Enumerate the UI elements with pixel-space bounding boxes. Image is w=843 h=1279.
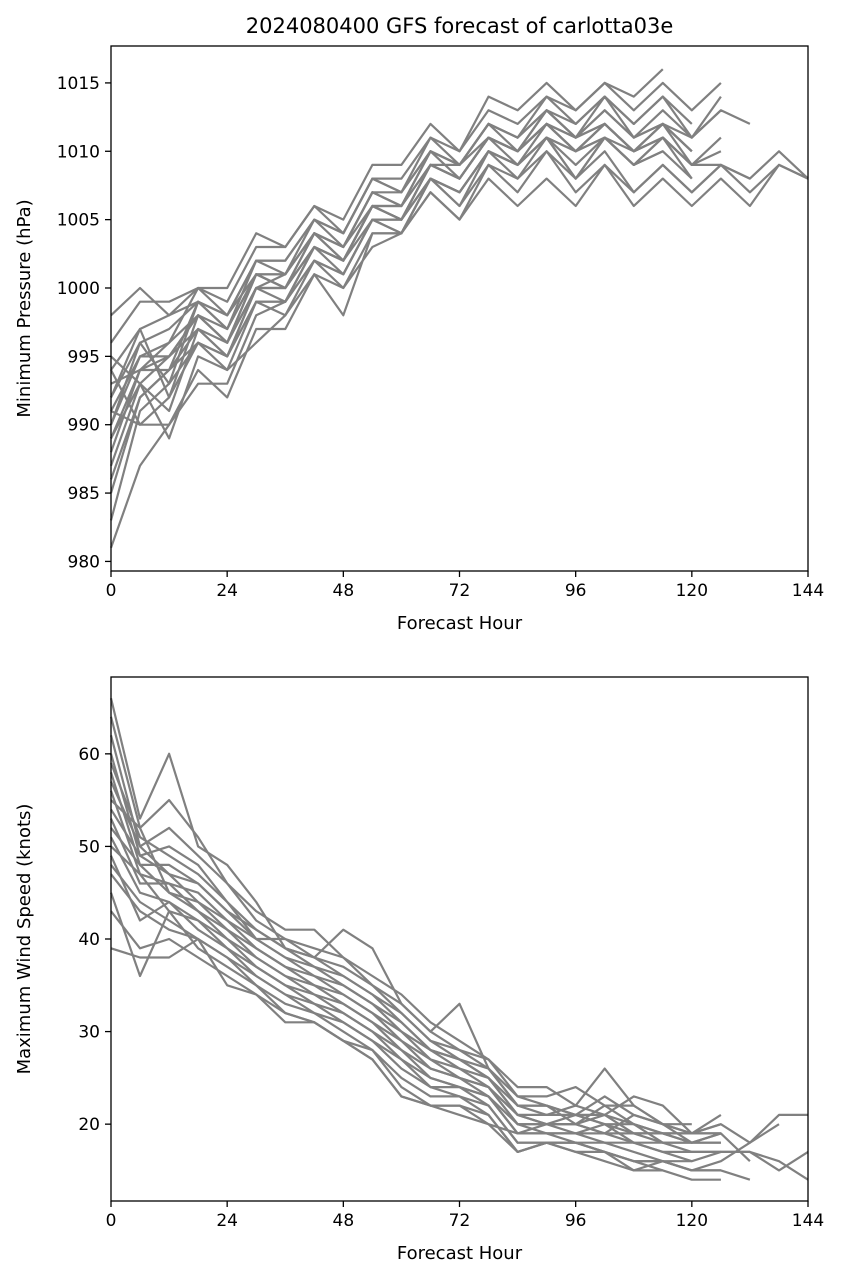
wind-x-axis-label: Forecast Hour [397, 1243, 523, 1264]
pressure-x-tick-label: 72 [449, 581, 471, 601]
pressure-x-tick-label: 96 [565, 581, 587, 601]
wind-series-line-20 [110, 937, 751, 1162]
wind-y-tick-label: 20 [78, 1115, 100, 1135]
pressure-chart: 0 24 48 72 96 120 144 980 985 990 995 1000 1005 1010 1… [14, 14, 824, 634]
wind-x-tick-label: 120 [676, 1211, 708, 1231]
wind-y-tick-label: 40 [78, 930, 100, 950]
wind-x-tick-label: 96 [565, 1211, 587, 1231]
wind-series-line-5 [109, 762, 721, 1135]
pressure-x-tick-label: 24 [216, 581, 238, 601]
pressure-y-tick-label: 980 [68, 552, 100, 572]
pressure-y-tick-label: 1000 [57, 279, 100, 299]
wind-y-tick-label: 50 [78, 837, 100, 857]
wind-x-tick-label: 48 [333, 1211, 355, 1231]
pressure-series-group [109, 68, 809, 549]
pressure-x-axis-label: Forecast Hour [397, 613, 523, 634]
wind-x-tick-label: 72 [449, 1211, 471, 1231]
pressure-x-tick-label: 0 [106, 581, 117, 601]
wind-x-tick-label: 24 [216, 1211, 238, 1231]
pressure-y-tick-label: 985 [68, 484, 100, 504]
pressure-y-tick-label: 1010 [57, 142, 100, 162]
wind-x-tick-label: 144 [792, 1211, 824, 1231]
pressure-x-tick-label: 120 [676, 581, 708, 601]
wind-series-line-10 [110, 808, 722, 1144]
pressure-series-line-1 [110, 68, 664, 317]
chart-title: 2024080400 GFS forecast of carlotta03e [246, 14, 674, 38]
wind-series-line-12 [110, 827, 721, 1154]
wind-y-axis-label: Maximum Wind Speed (knots) [14, 804, 35, 1075]
pressure-series-line-19 [110, 136, 693, 426]
pressure-series-line-20 [110, 122, 693, 412]
wind-y-tick-label: 60 [78, 745, 100, 765]
pressure-series-line-2 [110, 81, 722, 344]
pressure-y-tick-label: 990 [68, 416, 100, 436]
wind-series-group [109, 698, 809, 1181]
pressure-y-tick-label: 1005 [57, 211, 100, 231]
pressure-series-line-16 [109, 95, 693, 453]
pressure-x-tick-label: 144 [792, 581, 824, 601]
pressure-series-line-13 [110, 163, 809, 440]
pressure-y-tick-label: 995 [68, 347, 100, 367]
wind-speed-chart: 0 24 48 72 96 120 144 20 30 40 50 60 Forecast Hour Ma… [14, 676, 824, 1264]
wind-x-tick-label: 0 [106, 1211, 117, 1231]
pressure-y-axis-label: Minimum Pressure (hPa) [14, 199, 35, 417]
pressure-x-tick-label: 48 [333, 581, 355, 601]
pressure-y-tick-label: 1015 [57, 74, 100, 94]
wind-y-tick-label: 30 [78, 1023, 100, 1043]
